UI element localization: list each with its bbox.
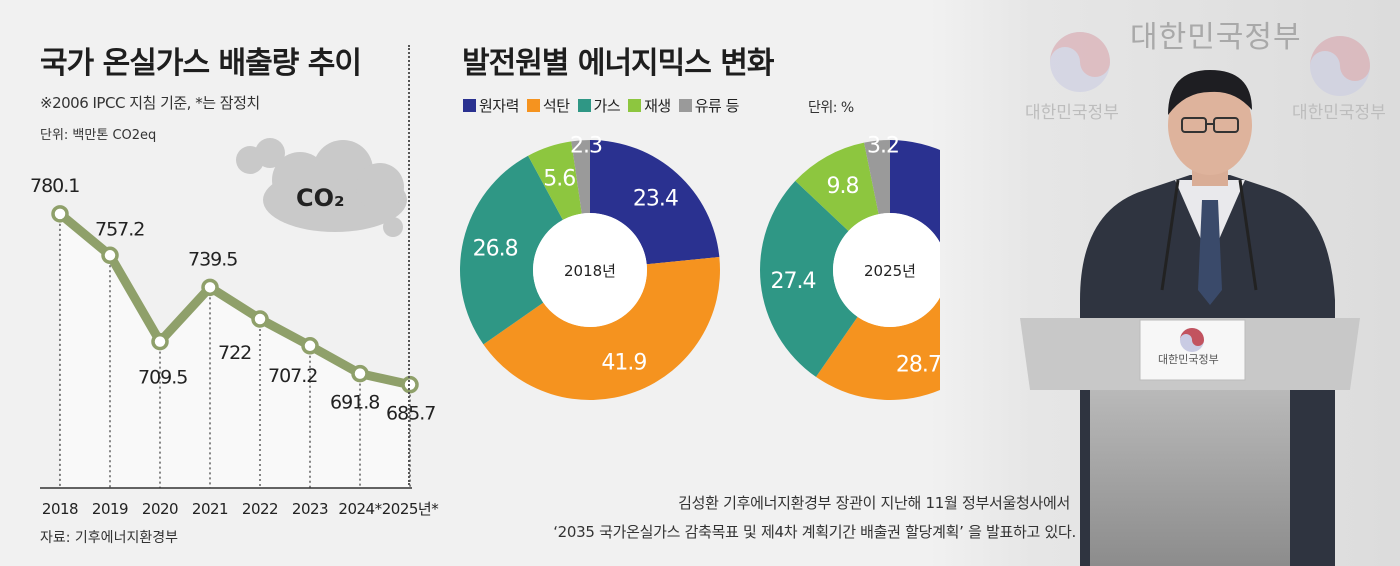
podium-logo-text: 대한민국정부 <box>1158 353 1219 366</box>
legend-item: 가스 <box>577 95 621 116</box>
slice-label: 2.3 <box>570 133 602 158</box>
x-tick-label: 2020 <box>142 500 178 518</box>
value-label: 691.8 <box>330 392 379 414</box>
cloud-label: CO₂ <box>296 184 345 212</box>
donut-slice <box>483 256 720 400</box>
data-point <box>251 310 269 328</box>
x-tick-label: 2019 <box>92 500 128 518</box>
value-label: 709.5 <box>138 367 187 389</box>
photo-caption-line-1: 김성환 기후에너지환경부 장관이 지난해 11월 정부서울청사에서 <box>678 494 1070 512</box>
energy-mix-donut-charts: 23.441.926.85.62.32018년3128.727.49.83.22… <box>459 133 940 400</box>
donut-slice <box>571 140 590 214</box>
emissions-series-line <box>55 209 415 390</box>
legend-label: 원자력 <box>479 97 519 115</box>
donut-slice <box>590 140 720 265</box>
legend-label: 재생 <box>644 97 671 115</box>
legend-swatch <box>526 99 540 112</box>
slice-label: 27.4 <box>771 269 816 294</box>
source-note: 자료: 기후에너지환경부 <box>40 530 178 546</box>
legend-item: 유류 등 <box>678 95 740 116</box>
backdrop-logo-text: 대한민국정부 <box>1292 103 1386 123</box>
backdrop-logo-text: 대한민국정부 <box>1025 103 1119 123</box>
legend-item: 석탄 <box>526 95 570 116</box>
data-point <box>401 375 419 394</box>
data-point <box>101 246 119 265</box>
data-point <box>151 332 169 351</box>
legend-swatch <box>463 99 476 112</box>
x-tick-label: 2023 <box>292 500 328 518</box>
photo-panel <box>930 0 1400 566</box>
donut-center-label: 2018년 <box>564 262 616 280</box>
x-tick-label: 2022 <box>242 500 278 518</box>
legend-label: 유류 등 <box>694 97 740 115</box>
legend-item: 재생 <box>628 95 671 116</box>
value-label: 722 <box>218 342 251 364</box>
pie-unit: 단위: % <box>808 100 854 116</box>
legend-item: 원자력 <box>463 95 519 116</box>
donut-hole <box>833 213 940 327</box>
value-label: 780.1 <box>30 175 79 197</box>
value-label: 685.7 <box>386 403 435 425</box>
slice-label: 28.7 <box>896 352 940 377</box>
government-logo-icon <box>1310 36 1370 96</box>
panel-divider <box>408 45 410 485</box>
podium <box>1020 318 1360 566</box>
data-point <box>301 337 319 355</box>
pie-chart-title: 발전원별 에너지믹스 변화 <box>462 46 774 81</box>
government-logo-icon <box>1050 32 1110 92</box>
data-point <box>351 364 369 383</box>
x-tick-label: 2025년* <box>382 500 439 518</box>
donut-slice <box>795 142 879 231</box>
donut-slice <box>890 140 940 243</box>
donut-slice <box>528 141 582 220</box>
line-chart-title: 국가 온실가스 배출량 추이 <box>40 46 362 81</box>
x-tick-label: 2018 <box>42 500 78 518</box>
value-label: 739.5 <box>188 248 237 270</box>
x-tick-label: 2021 <box>192 500 228 518</box>
legend-swatch <box>678 99 692 112</box>
legend-label: 석탄 <box>542 97 570 115</box>
donut-slice <box>459 155 563 345</box>
donut-hole <box>533 213 647 327</box>
donut-slice <box>760 180 858 377</box>
value-label: 757.2 <box>95 218 144 240</box>
line-chart-note: ※2006 IPCC 지침 기준, *는 잠정치 <box>40 94 260 112</box>
backdrop-logo-text: 대한민국정부 <box>1130 20 1302 55</box>
pie-legend: 원자력 석탄 가스 재생 유류 등 <box>463 95 747 116</box>
legend-swatch <box>577 99 591 112</box>
slice-label: 5.6 <box>543 166 575 191</box>
data-point <box>51 205 69 223</box>
slice-label: 3.2 <box>867 134 899 159</box>
slice-label: 9.8 <box>827 174 859 199</box>
photo-caption-line-2: ‘2035 국가온실가스 감축목표 및 제4차 계획기간 배출권 할당계획’ 을… <box>553 523 1076 541</box>
emissions-line-chart: 780.1 757.2 709.5 739.5 722 707.2 691.8 685.7 20… <box>30 175 440 518</box>
donut-center-label: 2025년 <box>864 262 916 280</box>
slice-label: 23.4 <box>633 187 678 212</box>
line-chart-unit: 단위: 백만톤 CO2eq <box>40 128 157 143</box>
x-tick-label: 2024* <box>338 500 382 518</box>
donut-slice <box>864 140 890 215</box>
line-area <box>60 213 410 488</box>
slice-label: 26.8 <box>473 237 518 262</box>
cloud-icon <box>236 138 407 237</box>
data-point <box>201 278 219 297</box>
legend-label: 가스 <box>593 97 621 115</box>
donut-slice <box>815 297 940 400</box>
value-label: 707.2 <box>268 365 317 387</box>
slice-label: 41.9 <box>601 350 646 375</box>
legend-swatch <box>628 99 642 112</box>
